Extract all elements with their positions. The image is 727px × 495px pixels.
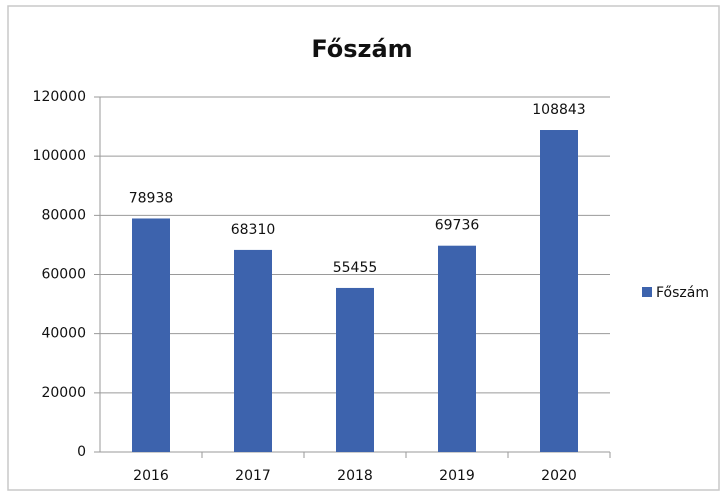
bar xyxy=(438,245,476,452)
y-tick-label: 20000 xyxy=(41,385,86,401)
bar xyxy=(336,287,374,452)
legend-label: Főszám xyxy=(656,285,709,301)
x-tick-label: 2018 xyxy=(337,468,373,484)
chart-title: Főszám xyxy=(311,35,412,63)
y-tick-label: 100000 xyxy=(33,148,86,164)
x-tick-label: 2016 xyxy=(133,468,169,484)
y-tick-label: 80000 xyxy=(41,207,86,223)
data-label: 55455 xyxy=(333,260,378,276)
data-label: 69736 xyxy=(435,218,480,234)
x-tick-label: 2017 xyxy=(235,468,271,484)
legend-swatch xyxy=(642,287,652,297)
data-label: 68310 xyxy=(231,222,276,238)
y-tick-label: 40000 xyxy=(41,326,86,342)
y-tick-label: 0 xyxy=(77,444,86,460)
x-tick-label: 2020 xyxy=(541,468,577,484)
data-label: 78938 xyxy=(129,190,174,206)
y-tick-label: 120000 xyxy=(33,89,86,105)
x-tick-label: 2019 xyxy=(439,468,475,484)
bar xyxy=(132,218,170,452)
y-tick-label: 60000 xyxy=(41,267,86,283)
bar xyxy=(234,249,272,452)
data-label: 108843 xyxy=(532,102,585,118)
bar xyxy=(540,130,578,453)
